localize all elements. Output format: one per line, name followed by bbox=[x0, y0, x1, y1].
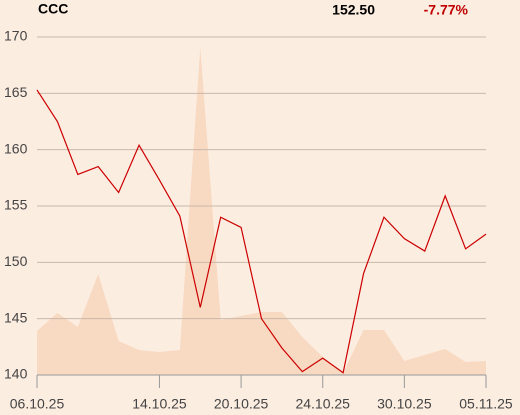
y-tick-label: 170 bbox=[4, 28, 28, 44]
y-tick-label: 140 bbox=[4, 366, 28, 382]
x-tick-label: 24.10.25 bbox=[295, 396, 350, 412]
y-tick-label: 150 bbox=[4, 253, 28, 269]
x-tick-label: 30.10.25 bbox=[377, 396, 432, 412]
price-change: -7.77% bbox=[424, 2, 469, 18]
y-tick-label: 160 bbox=[4, 140, 28, 156]
x-tick-label: 05.11.25 bbox=[459, 396, 513, 412]
x-tick-label: 20.10.25 bbox=[214, 396, 269, 412]
y-tick-label: 165 bbox=[4, 84, 28, 100]
price-line bbox=[36, 89, 487, 374]
chart-title: CCC bbox=[38, 1, 68, 17]
volume-area bbox=[37, 47, 486, 375]
y-tick-label: 145 bbox=[4, 309, 28, 325]
last-price: 152.50 bbox=[332, 2, 375, 18]
x-tick-label: 06.10.25 bbox=[10, 396, 65, 412]
y-tick-label: 155 bbox=[4, 197, 28, 213]
x-tick-label: 14.10.25 bbox=[132, 396, 187, 412]
